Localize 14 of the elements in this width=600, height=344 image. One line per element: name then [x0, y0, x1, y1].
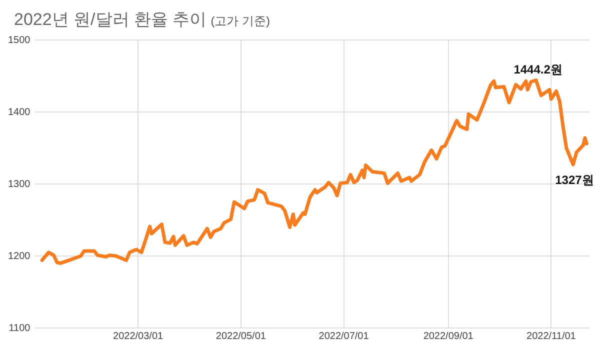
- x-tick-label: 2022/05/01: [216, 330, 266, 342]
- y-tick-label: 1100: [8, 322, 31, 334]
- annotation: 1327원: [555, 172, 594, 187]
- x-tick-label: 2022/07/01: [318, 330, 370, 342]
- y-tick-label: 1300: [8, 178, 31, 190]
- x-tick-label: 2022/11/01: [526, 330, 576, 342]
- y-tick-label: 1500: [8, 34, 31, 46]
- x-tick-label: 2022/03/01: [113, 330, 164, 342]
- x-tick-label: 2022/09/01: [423, 330, 474, 342]
- y-tick-label: 1400: [8, 106, 31, 118]
- chart-subtitle: (고가 기준): [210, 14, 270, 28]
- annotation: 1444.2원: [514, 62, 562, 76]
- y-tick-label: 1200: [8, 250, 31, 262]
- chart-title: 2022년 원/달러 환율 추이: [14, 10, 207, 29]
